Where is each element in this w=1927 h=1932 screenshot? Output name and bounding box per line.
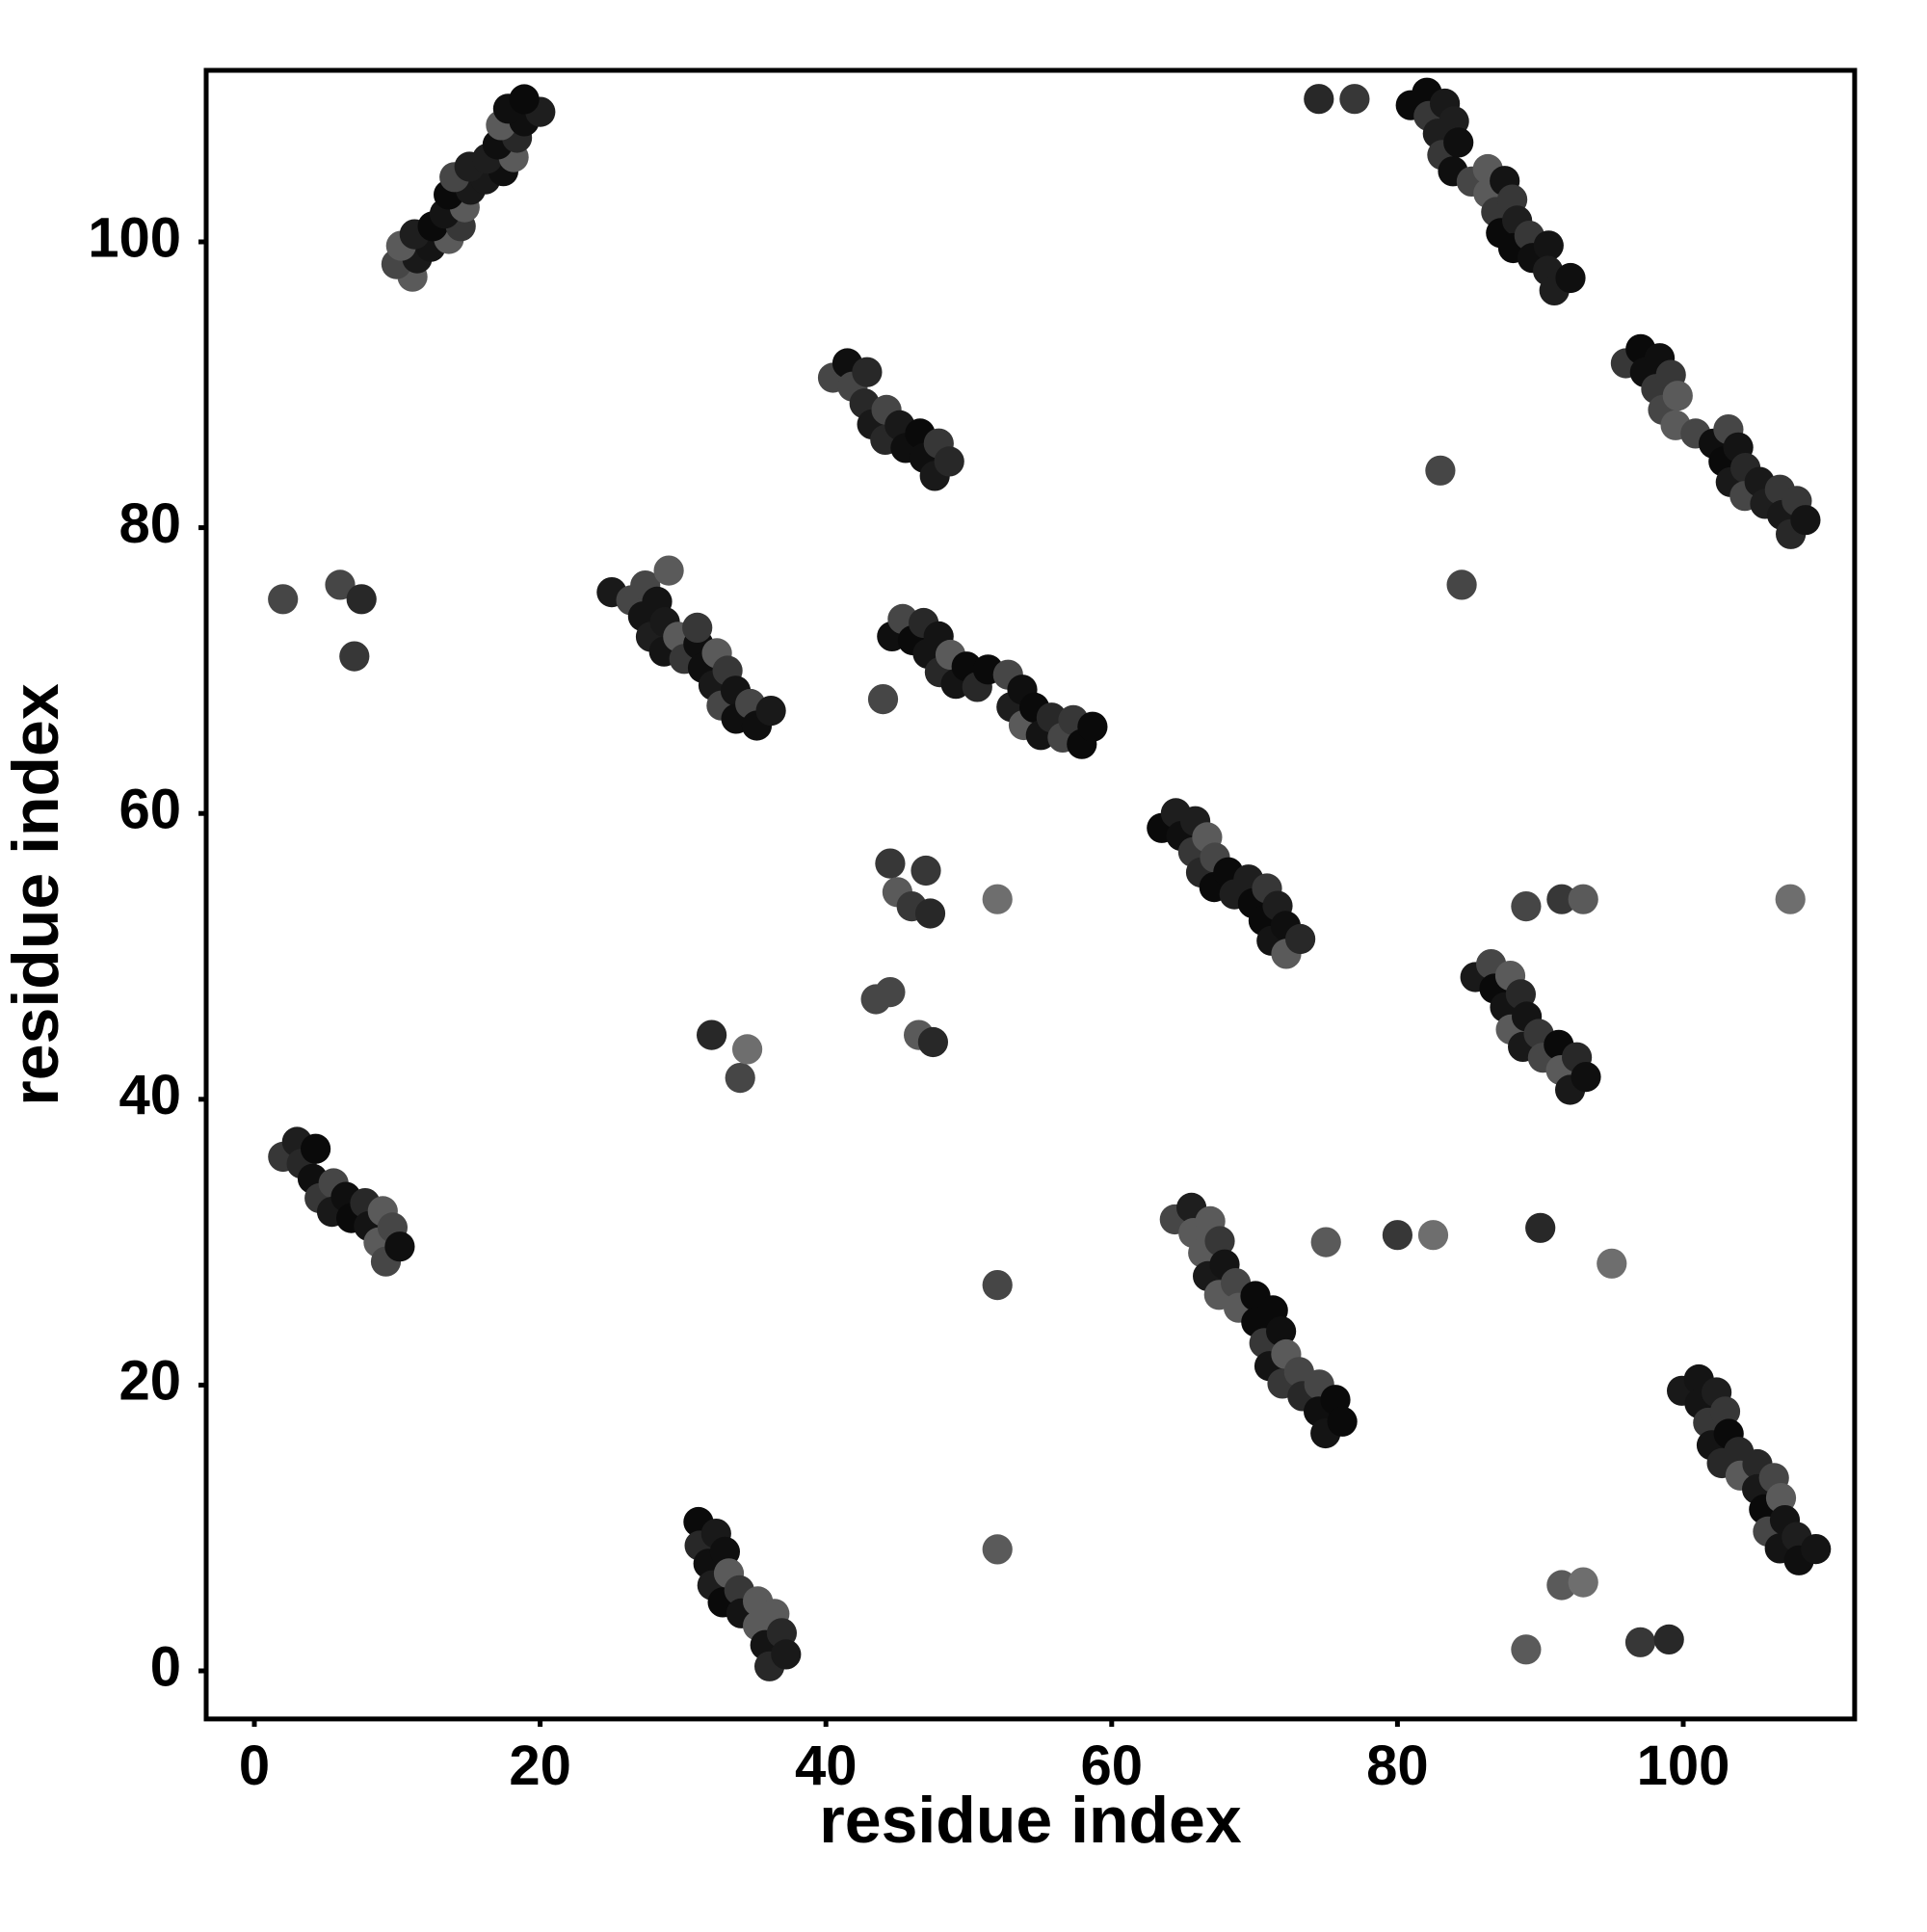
svg-text:residue index: residue index: [819, 1784, 1242, 1857]
svg-text:80: 80: [119, 492, 181, 555]
svg-text:100: 100: [88, 206, 181, 269]
svg-text:20: 20: [509, 1734, 571, 1797]
svg-text:20: 20: [119, 1350, 181, 1413]
svg-text:0: 0: [150, 1635, 181, 1698]
svg-text:60: 60: [119, 779, 181, 841]
svg-text:80: 80: [1366, 1734, 1429, 1797]
svg-text:0: 0: [239, 1734, 270, 1797]
svg-text:100: 100: [1637, 1734, 1730, 1797]
svg-text:40: 40: [119, 1064, 181, 1126]
svg-text:residue index: residue index: [0, 683, 72, 1106]
